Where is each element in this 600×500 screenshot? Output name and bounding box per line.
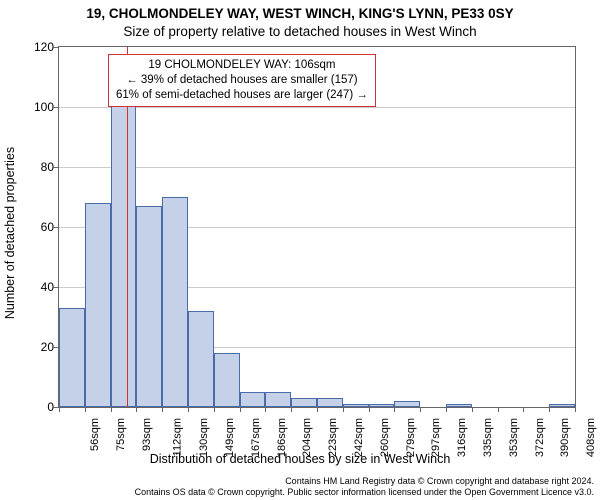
footer-line-2: Contains OS data © Crown copyright. Publ… <box>135 487 594 498</box>
x-tick-mark <box>59 407 60 412</box>
x-tick-label: 242sqm <box>353 418 365 457</box>
histogram-bar <box>394 401 420 407</box>
x-tick-label: 130sqm <box>198 418 210 457</box>
x-tick-label: 149sqm <box>224 418 236 457</box>
y-tick-mark <box>53 407 58 408</box>
info-line-1: 19 CHOLMONDELEY WAY: 106sqm <box>116 58 368 73</box>
y-tick-mark <box>53 347 58 348</box>
footer-line-1: Contains HM Land Registry data © Crown c… <box>135 476 594 487</box>
x-tick-mark <box>343 407 344 412</box>
x-tick-mark <box>317 407 318 412</box>
histogram-bar <box>291 398 317 407</box>
x-tick-label: 204sqm <box>302 418 314 457</box>
info-line-3: 61% of semi-detached houses are larger (… <box>116 88 368 103</box>
x-tick-mark <box>214 407 215 412</box>
x-tick-label: 279sqm <box>405 418 417 457</box>
x-tick-label: 390sqm <box>560 418 572 457</box>
histogram-bar <box>214 353 240 407</box>
x-tick-mark <box>188 407 189 412</box>
chart-container: 19, CHOLMONDELEY WAY, WEST WINCH, KING'S… <box>0 0 600 500</box>
footer-attribution: Contains HM Land Registry data © Crown c… <box>135 476 594 498</box>
x-tick-mark <box>111 407 112 412</box>
histogram-bar <box>549 404 575 407</box>
x-tick-label: 167sqm <box>250 418 262 457</box>
histogram-bar <box>369 404 395 407</box>
x-tick-label: 408sqm <box>585 418 597 457</box>
y-tick-mark <box>53 227 58 228</box>
y-tick-mark <box>53 287 58 288</box>
x-tick-mark <box>162 407 163 412</box>
y-tick-mark <box>53 167 58 168</box>
histogram-bar <box>136 206 162 407</box>
histogram-bar <box>188 311 214 407</box>
x-tick-label: 372sqm <box>534 418 546 457</box>
x-tick-mark <box>575 407 576 412</box>
info-line-2: ← 39% of detached houses are smaller (15… <box>116 73 368 88</box>
y-tick-label: 60 <box>41 220 54 234</box>
y-tick-label: 100 <box>34 100 54 114</box>
histogram-bar <box>111 83 137 407</box>
x-tick-label: 93sqm <box>141 418 153 451</box>
histogram-bar <box>59 308 85 407</box>
x-tick-label: 75sqm <box>115 418 127 451</box>
x-tick-label: 56sqm <box>89 418 101 451</box>
histogram-bar <box>343 404 369 407</box>
x-tick-label: 223sqm <box>327 418 339 457</box>
x-tick-mark <box>420 407 421 412</box>
x-tick-mark <box>549 407 550 412</box>
histogram-bar <box>85 203 111 407</box>
y-tick-label: 80 <box>41 160 54 174</box>
x-tick-mark <box>369 407 370 412</box>
y-tick-mark <box>53 47 58 48</box>
gridline <box>59 167 575 168</box>
x-tick-mark <box>85 407 86 412</box>
x-tick-mark <box>472 407 473 412</box>
x-tick-label: 112sqm <box>172 418 184 456</box>
x-tick-label: 316sqm <box>456 418 468 457</box>
chart-title-line1: 19, CHOLMONDELEY WAY, WEST WINCH, KING'S… <box>0 6 600 21</box>
reference-info-box: 19 CHOLMONDELEY WAY: 106sqm ← 39% of det… <box>108 54 376 107</box>
histogram-bar <box>240 392 266 407</box>
histogram-bar <box>162 197 188 407</box>
y-tick-label: 40 <box>41 280 54 294</box>
x-tick-mark <box>265 407 266 412</box>
y-tick-label: 120 <box>34 40 54 54</box>
x-tick-mark <box>498 407 499 412</box>
y-tick-label: 20 <box>41 340 54 354</box>
x-tick-mark <box>394 407 395 412</box>
x-tick-label: 353sqm <box>508 418 520 457</box>
x-tick-label: 335sqm <box>482 418 494 457</box>
x-tick-label: 260sqm <box>379 418 391 457</box>
x-tick-mark <box>446 407 447 412</box>
x-tick-mark <box>240 407 241 412</box>
x-tick-mark <box>291 407 292 412</box>
x-tick-label: 186sqm <box>276 418 288 457</box>
gridline <box>59 107 575 108</box>
chart-title-line2: Size of property relative to detached ho… <box>0 24 600 39</box>
x-tick-mark <box>136 407 137 412</box>
histogram-bar <box>265 392 291 407</box>
y-tick-mark <box>53 107 58 108</box>
x-tick-label: 297sqm <box>431 418 443 457</box>
x-tick-mark <box>523 407 524 412</box>
histogram-bar <box>446 404 472 407</box>
histogram-bar <box>317 398 343 407</box>
